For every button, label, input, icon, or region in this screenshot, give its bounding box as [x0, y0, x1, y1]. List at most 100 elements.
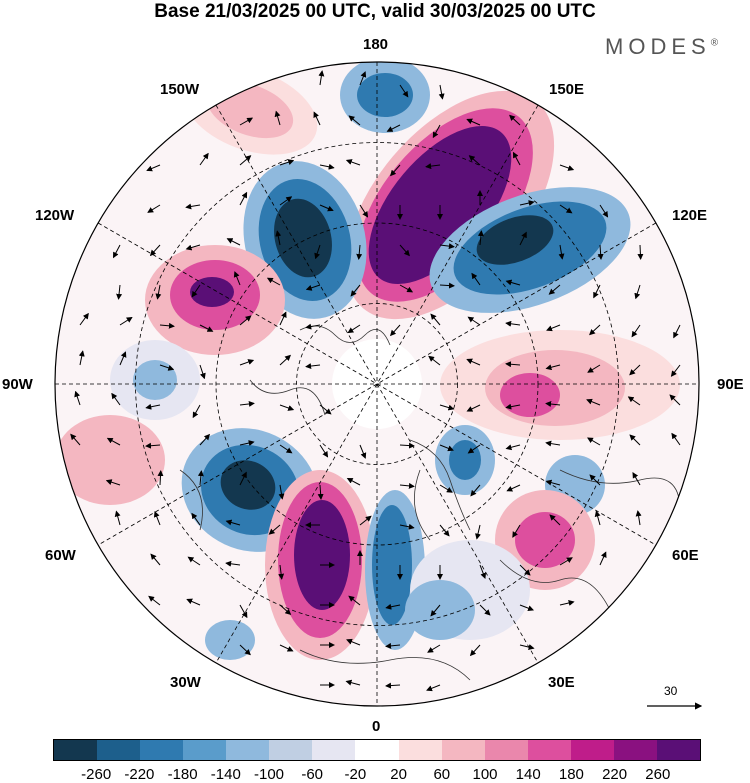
wind-arrow — [466, 118, 481, 126]
wind-arrow — [279, 444, 293, 454]
anomaly-blob — [372, 505, 412, 625]
wind-arrow — [466, 358, 481, 366]
wind-arrow — [471, 272, 481, 286]
lon-label-30w: 30W — [170, 674, 201, 691]
coastline — [414, 469, 431, 541]
wind-arrow — [233, 271, 241, 286]
colorbar-swatch — [54, 740, 98, 760]
wind-arrow — [111, 392, 121, 406]
lon-label-30e: 30E — [548, 674, 575, 691]
wind-arrow — [399, 244, 410, 257]
colorbar-swatch — [441, 740, 485, 760]
colorbar-swatch — [269, 740, 313, 760]
wind-arrow — [266, 277, 281, 286]
wind-arrow — [279, 311, 287, 326]
wind-arrow — [670, 364, 681, 377]
wind-arrow — [359, 204, 369, 218]
colorbar-swatch — [484, 740, 528, 760]
wind-arrow — [432, 124, 441, 139]
wind-arrow — [319, 204, 334, 212]
chart-title: Base 21/03/2025 00 UTC, valid 30/03/2025… — [154, 1, 596, 22]
wind-arrow — [587, 437, 601, 446]
wind-arrow — [105, 479, 121, 486]
wind-arrow — [278, 564, 285, 580]
wind-arrow — [505, 403, 521, 410]
wind-arrow — [319, 404, 332, 415]
colorbar-tick-label: -260 — [81, 766, 112, 783]
anomaly-blob — [476, 215, 554, 265]
colorbar-tick-label: 60 — [433, 766, 451, 783]
wind-arrow — [597, 244, 604, 260]
wind-arrow — [427, 644, 441, 653]
wind-arrow — [74, 390, 81, 406]
brand-text: MODES — [605, 34, 711, 59]
colorbar-swatch — [656, 740, 700, 760]
wind-arrow — [78, 350, 85, 366]
wind-arrow — [385, 682, 401, 689]
meridian — [97, 222, 657, 546]
wind-arrow — [439, 484, 453, 493]
wind-arrow — [348, 115, 361, 126]
wind-arrow — [279, 159, 295, 166]
wind-arrow — [345, 159, 361, 166]
colorbar-swatch — [527, 740, 571, 760]
wind-arrow — [629, 434, 641, 446]
wind-arrow — [399, 284, 414, 293]
wind-arrow — [509, 114, 521, 126]
wind-arrow — [470, 484, 481, 497]
colorbar-tick-label: -60 — [301, 766, 324, 783]
wind-arrow — [113, 244, 121, 259]
wind-arrow — [439, 444, 454, 452]
wind-arrow — [512, 524, 521, 538]
wind-arrow — [594, 510, 601, 526]
wind-arrow — [637, 244, 644, 260]
wind-arrow — [305, 323, 321, 330]
colorbar-tick-label: -20 — [344, 766, 367, 783]
wind-arrow — [348, 595, 361, 606]
registered-mark: ® — [710, 37, 719, 49]
wind-arrow — [399, 523, 415, 530]
wind-arrow — [477, 230, 484, 246]
wind-arrow — [466, 404, 481, 412]
colorbar-tick-label: 100 — [472, 766, 498, 783]
wind-vectors — [70, 70, 681, 692]
wind-arrow — [313, 111, 321, 126]
wind-arrow — [586, 398, 601, 406]
coastline — [499, 559, 611, 611]
wind-arrow — [505, 279, 521, 286]
wind-arrow — [545, 401, 561, 407]
colorbar-tick-label: -100 — [253, 766, 285, 783]
colorbar-tick-label: 20 — [390, 766, 407, 783]
wind-arrow — [632, 472, 641, 486]
wind-arrow — [467, 316, 481, 326]
wind-arrow — [199, 433, 211, 446]
wind-arrow — [425, 163, 441, 170]
wind-arrow — [506, 484, 521, 492]
wind-arrow — [439, 282, 455, 289]
colorbar-swatch — [97, 740, 141, 760]
wind-arrow — [114, 510, 121, 526]
lon-label-0: 0 — [372, 718, 381, 735]
anomaly-blob — [133, 360, 177, 400]
wind-arrow — [155, 284, 162, 300]
wind-arrow — [559, 557, 573, 566]
wind-arrow — [274, 110, 281, 126]
wind-arrow — [426, 684, 441, 692]
wind-arrow — [148, 595, 161, 606]
wind-arrow — [226, 238, 241, 246]
wind-arrow — [279, 644, 294, 652]
wind-arrow — [546, 324, 561, 332]
wind-arrow — [589, 474, 601, 486]
anomaly-blob — [515, 512, 575, 568]
colorbar-tick-label: -220 — [124, 766, 155, 783]
wind-arrow — [192, 404, 201, 419]
wind-arrow — [558, 244, 565, 260]
wind-arrow — [669, 394, 681, 406]
wind-arrow — [475, 524, 481, 540]
colorbar-swatch — [570, 740, 614, 760]
wind-arrow — [239, 440, 255, 446]
wind-arrow — [671, 432, 681, 446]
wind-arrow — [347, 324, 361, 334]
wind-arrow — [545, 364, 561, 371]
wind-arrow — [305, 363, 321, 370]
